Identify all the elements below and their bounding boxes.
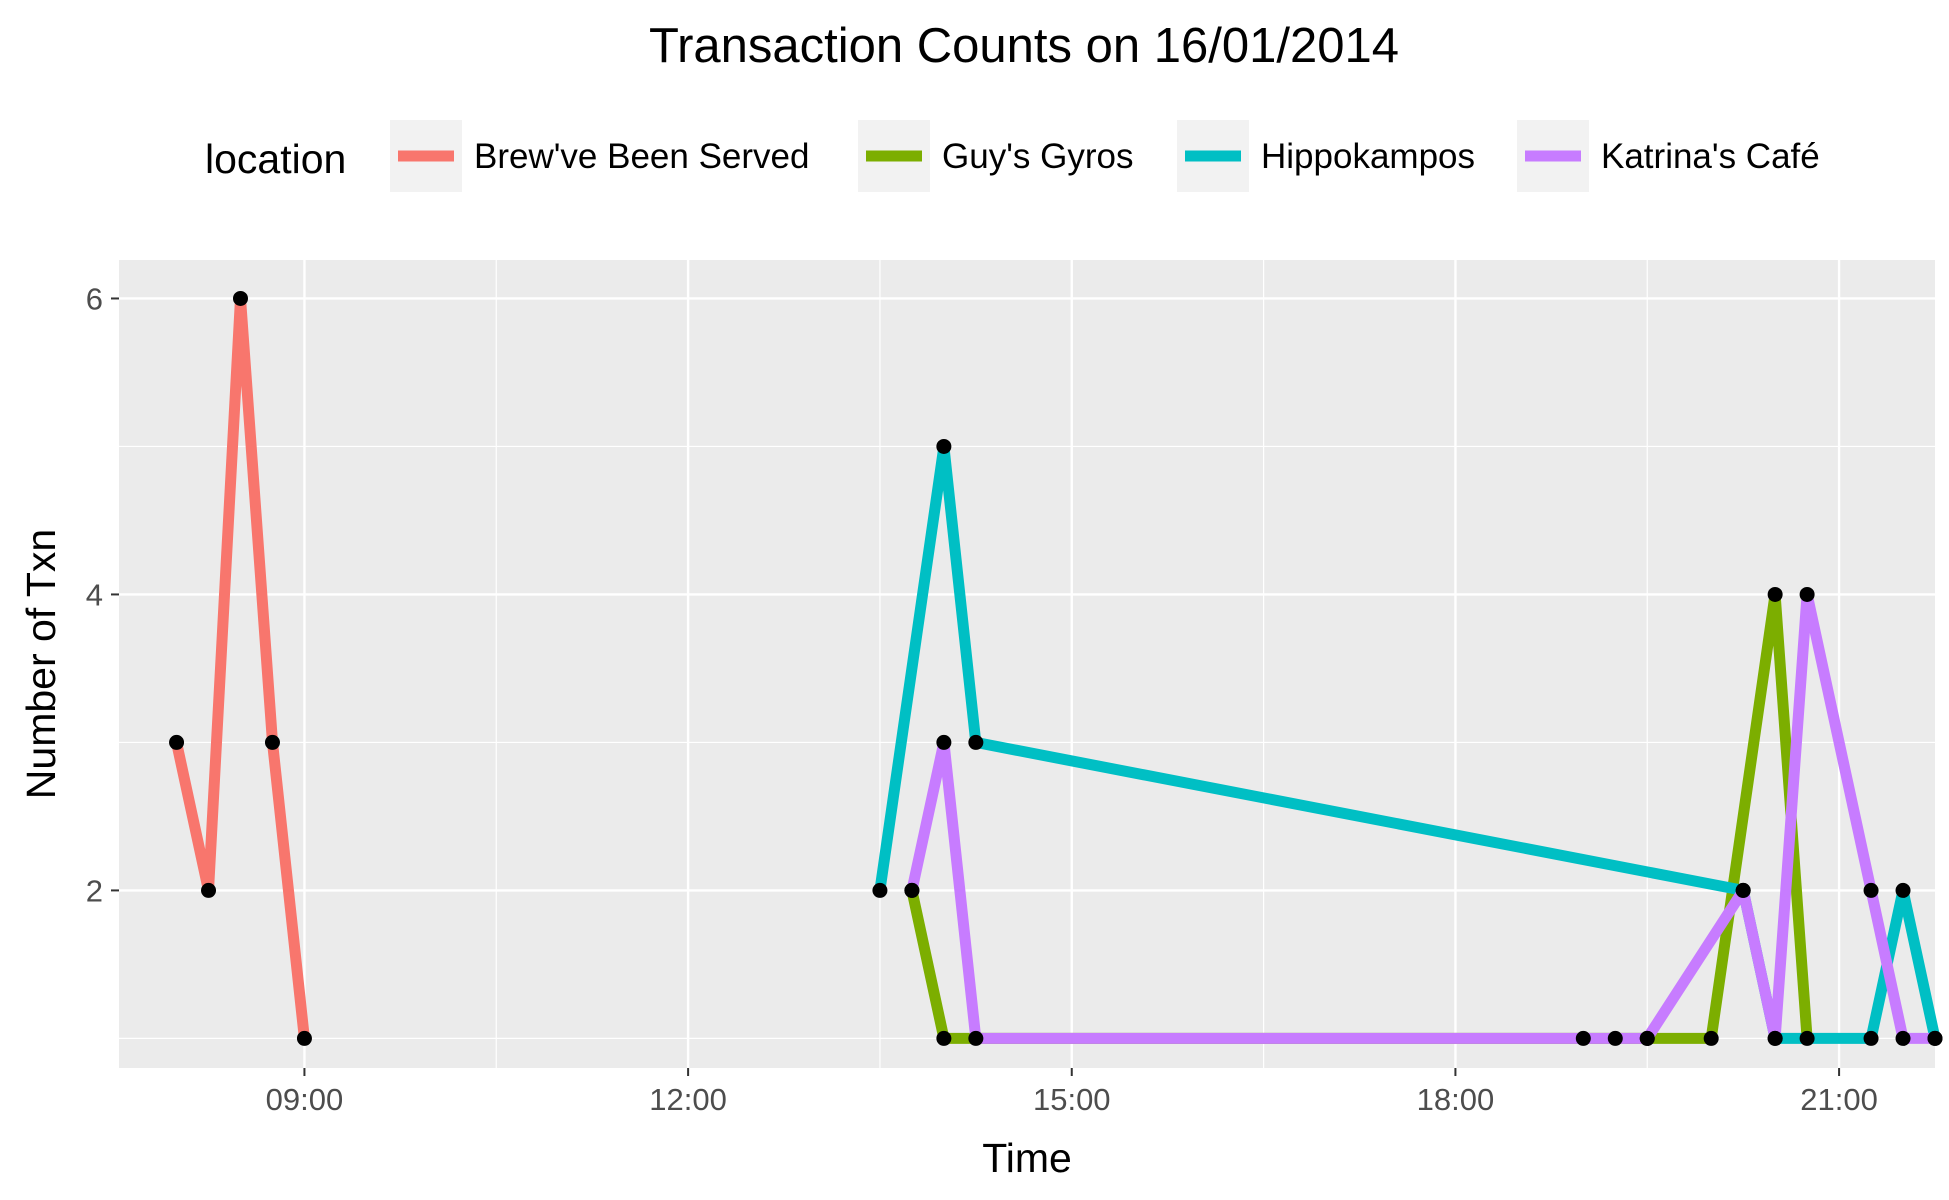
chart-title: Transaction Counts on 16/01/2014 — [649, 19, 1399, 73]
y-tick-label: 2 — [86, 873, 103, 908]
x-tick-label: 12:00 — [649, 1082, 727, 1117]
data-point — [296, 1030, 312, 1046]
data-point — [1575, 1030, 1591, 1046]
data-point — [872, 882, 888, 898]
x-axis: 09:00 12:00 15:00 18:00 21:00 — [266, 1068, 1878, 1117]
data-point — [1895, 1030, 1911, 1046]
x-axis-title: Time — [982, 1135, 1072, 1181]
y-tick-label: 4 — [86, 577, 103, 612]
data-point — [232, 290, 248, 306]
data-point — [1607, 1030, 1623, 1046]
data-point — [1767, 586, 1783, 602]
data-point — [201, 882, 217, 898]
data-point — [936, 1030, 952, 1046]
y-axis-title: Number of Txn — [18, 529, 64, 799]
data-point — [1863, 882, 1879, 898]
data-point — [936, 438, 952, 454]
data-point — [1735, 882, 1751, 898]
legend-label-0: Brew've Been Served — [474, 137, 809, 176]
data-point — [1799, 1030, 1815, 1046]
y-tick-label: 6 — [86, 281, 103, 316]
series-lines — [171, 293, 1941, 1044]
data-point — [968, 734, 984, 750]
legend-title: location — [205, 136, 346, 182]
data-point — [1799, 586, 1815, 602]
data-point — [1895, 882, 1911, 898]
x-tick-label: 21:00 — [1800, 1082, 1878, 1117]
series-line-3 — [906, 588, 1935, 1044]
plot-panel — [119, 260, 1935, 1068]
legend: location Brew've Been Served Guy's Gyros H… — [205, 120, 1820, 192]
data-point — [264, 734, 280, 750]
data-point — [1639, 1030, 1655, 1046]
data-point — [1703, 1030, 1719, 1046]
legend-label-1: Guy's Gyros — [942, 137, 1133, 176]
data-point — [1863, 1030, 1879, 1046]
series-points — [169, 290, 1943, 1046]
data-point — [936, 734, 952, 750]
x-tick-label: 15:00 — [1033, 1082, 1111, 1117]
legend-label-2: Hippokampos — [1261, 137, 1475, 176]
data-point — [968, 1030, 984, 1046]
data-point — [1927, 1030, 1943, 1046]
x-tick-label: 18:00 — [1417, 1082, 1495, 1117]
y-axis: 2 4 6 — [86, 281, 119, 908]
data-point — [1767, 1030, 1783, 1046]
x-tick-label: 09:00 — [266, 1082, 344, 1117]
data-point — [904, 882, 920, 898]
major-gridlines — [119, 260, 1935, 1068]
legend-label-3: Katrina's Café — [1601, 137, 1820, 176]
data-point — [169, 734, 185, 750]
